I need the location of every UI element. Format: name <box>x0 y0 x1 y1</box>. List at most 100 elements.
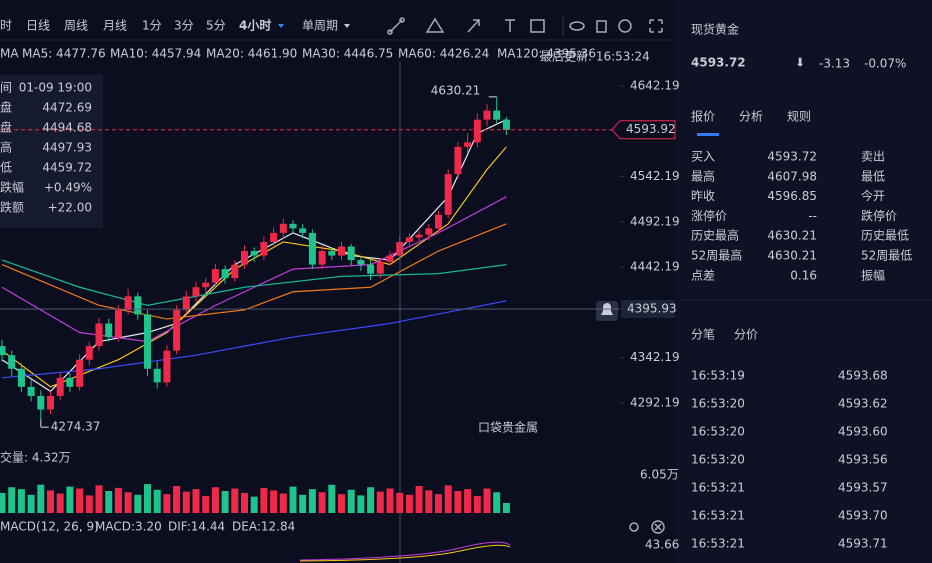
volume-bar <box>211 487 219 513</box>
candle-body <box>202 282 210 288</box>
volume-bar <box>250 496 258 513</box>
price-change: -3.13 <box>819 57 850 71</box>
active-tab-underline <box>697 133 719 136</box>
volume-bar <box>483 488 491 513</box>
info-label: 高 <box>0 140 12 155</box>
candle-body <box>464 142 472 147</box>
price-change-pct: -0.07% <box>864 57 906 71</box>
candle-body <box>192 287 200 297</box>
period-tab[interactable]: 1分 <box>142 19 162 33</box>
trade-tab[interactable]: 分笔 <box>691 327 715 342</box>
candle-body <box>415 234 423 238</box>
volume-bar <box>279 493 287 513</box>
candle-body <box>454 146 462 175</box>
volume-bar <box>163 494 171 513</box>
candle-body <box>173 309 181 351</box>
volume-bar <box>405 494 413 513</box>
volume-bar <box>76 488 84 513</box>
info-label: 盘 <box>0 120 12 135</box>
volume-bar <box>182 491 190 513</box>
volume-bar <box>173 485 181 513</box>
quote-label: 点差 <box>691 268 715 282</box>
quote-label: 昨收 <box>691 189 715 203</box>
quote-label: 跌停价 <box>861 208 897 223</box>
last-update: 最后更新: 16:53:24 <box>540 49 650 64</box>
quote-value: 4630.21 <box>767 249 817 263</box>
volume-bar <box>386 488 394 513</box>
volume-bar <box>8 487 16 513</box>
volume-bar <box>338 494 345 513</box>
period-tab[interactable]: 5分 <box>206 19 226 33</box>
quote-label: 历史最高 <box>691 228 739 243</box>
ma-legend: MA5: 4477.76 <box>22 47 106 61</box>
trade-tab[interactable]: 分价 <box>734 328 758 342</box>
volume-bar <box>357 495 365 513</box>
down-arrow: ⬇ <box>795 56 805 70</box>
cycle-selector[interactable]: 单周期 <box>302 19 338 33</box>
volume-bar <box>95 485 103 513</box>
trade-time: 16:53:21 <box>691 481 745 495</box>
info-value: +22.00 <box>48 201 92 215</box>
y-tick-label: 4542.19 <box>630 169 680 183</box>
volume-bar <box>367 487 375 513</box>
volume-bar <box>47 490 54 513</box>
info-value: 4497.93 <box>42 141 92 155</box>
quote-value: 4630.21 <box>767 229 817 243</box>
volume-top-label: 6.05万 <box>640 468 679 482</box>
quote-tab[interactable]: 规则 <box>787 109 811 124</box>
toolbar-icons[interactable] <box>387 17 663 35</box>
candle-body <box>182 296 190 310</box>
ma-legend: MA10: 4457.94 <box>110 47 201 61</box>
candle-body <box>425 228 433 235</box>
candle-body <box>386 255 394 262</box>
quote-value: 4596.85 <box>767 189 817 203</box>
volume-bar <box>27 494 35 513</box>
annotation-label: 4274.37 <box>51 420 101 434</box>
candle-body <box>37 395 45 410</box>
info-value: 4494.68 <box>42 121 92 135</box>
y-tick-label: 4342.19 <box>630 350 680 364</box>
candle-body <box>299 228 307 233</box>
quote-label: 最低 <box>861 169 885 183</box>
quote-tab[interactable]: 分析 <box>739 110 763 124</box>
quote-value: -- <box>808 209 817 223</box>
y-tick-label: 4442.19 <box>630 260 680 274</box>
period-tab[interactable]: 3分 <box>174 19 194 33</box>
candle-body <box>153 368 161 383</box>
trade-time: 16:53:20 <box>691 425 745 439</box>
volume-bar <box>299 494 307 513</box>
period-tab-active[interactable]: 4小时 <box>239 18 271 33</box>
candle-body <box>347 246 355 261</box>
quote-value: 4607.98 <box>767 169 817 183</box>
volume-bar <box>153 489 161 513</box>
volume-bar <box>144 484 151 513</box>
candle-body <box>8 355 16 369</box>
candle-body <box>357 260 365 265</box>
period-tab[interactable]: 时 <box>0 19 12 33</box>
period-tab[interactable]: 日线 <box>26 19 50 33</box>
trade-price: 4593.71 <box>838 537 888 551</box>
quote-label: 振幅 <box>861 267 885 282</box>
macd-top-label: 43.66 <box>645 538 679 552</box>
quote-tab[interactable]: 报价 <box>691 109 715 124</box>
volume-bar <box>493 492 501 513</box>
period-tab[interactable]: 月线 <box>103 19 127 33</box>
dif-line <box>299 541 511 561</box>
dropdown-arrow <box>278 24 284 28</box>
trade-price: 4593.70 <box>838 509 888 523</box>
candle-body <box>367 264 375 274</box>
quote-label: 52周最低 <box>861 249 912 263</box>
info-label: 间 <box>0 81 12 95</box>
volume-bar <box>66 486 74 513</box>
period-tab[interactable]: 周线 <box>64 19 88 33</box>
volume-bar <box>435 494 442 513</box>
volume-bar <box>124 492 132 513</box>
current-price-label: 4593.92 <box>626 122 676 136</box>
volume-bar <box>464 489 472 513</box>
macd-label: DIF:14.44 <box>168 520 225 534</box>
volume-bar <box>376 491 384 513</box>
candle-body <box>435 214 442 229</box>
macd-icons[interactable] <box>629 520 665 534</box>
plot <box>0 96 510 420</box>
